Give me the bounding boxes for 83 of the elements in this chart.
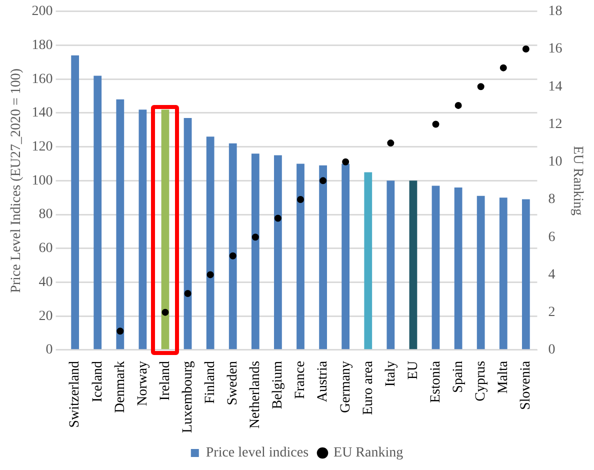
y2-axis-title: EU Ranking [570, 146, 585, 216]
y-tick-label: 60 [38, 241, 53, 256]
bar [251, 154, 260, 350]
x-tick-label: France [293, 360, 308, 400]
bar [432, 186, 440, 350]
bar [206, 136, 214, 350]
x-tick-label: Sweden [226, 360, 241, 406]
y2-tick-label: 14 [548, 79, 562, 94]
point [522, 46, 530, 53]
bar [71, 55, 80, 350]
bar [296, 164, 304, 350]
x-tick-label: Germany [338, 360, 354, 414]
y-tick-label: 120 [32, 139, 53, 154]
bar [454, 187, 462, 350]
x-tick-label: Slovenia [518, 360, 534, 410]
bar [522, 199, 530, 350]
legend-label: EU Ranking [334, 446, 404, 461]
point [252, 234, 259, 241]
point [162, 308, 169, 316]
bar [476, 196, 485, 350]
x-tick-label: Italy [383, 360, 398, 387]
y-tick-label: 80 [38, 207, 53, 222]
y2-tick-label: 8 [548, 192, 556, 208]
y2-tick-label: 6 [548, 230, 556, 245]
y-tick-label: 200 [32, 4, 53, 20]
bar [228, 143, 237, 350]
point [454, 102, 462, 109]
point [342, 158, 350, 166]
y-tick-label: 160 [32, 72, 53, 87]
bar [319, 165, 327, 350]
bar [342, 164, 350, 350]
x-tick-label: Finland [203, 360, 218, 404]
x-tick-label: Switzerland [68, 360, 83, 428]
y2-tick-label: 18 [548, 4, 562, 20]
x-tick-label: Iceland [90, 360, 106, 402]
y2-tick-label: 4 [548, 267, 556, 282]
bar [161, 110, 170, 350]
x-tick-label: Malta [496, 360, 512, 394]
y2-tick-label: 12 [548, 116, 562, 132]
x-tick-label: Spain [450, 360, 466, 393]
x-tick-label: Ireland [158, 360, 173, 401]
point [206, 271, 214, 278]
legend-label: Price level indices [206, 446, 309, 461]
x-tick-label: Euro area [360, 360, 376, 415]
point [477, 83, 484, 90]
x-tick-label: Luxembourg [180, 360, 196, 434]
bar [364, 172, 372, 350]
x-tick-label: Denmark [112, 360, 128, 414]
point [274, 214, 282, 222]
y2-tick-label: 10 [548, 154, 562, 170]
point [297, 196, 304, 203]
bar [386, 180, 395, 350]
x-tick-label: Estonia [428, 360, 444, 403]
x-tick-label: Cyprus [474, 360, 489, 402]
x-tick-label: Netherlands [248, 360, 264, 429]
y-tick-label: 140 [32, 106, 53, 121]
point [500, 64, 507, 72]
point [320, 177, 327, 184]
bar [184, 118, 192, 350]
y2-tick-label: 0 [548, 342, 556, 358]
y-tick-label: 40 [38, 274, 53, 290]
bar [116, 99, 124, 350]
point [387, 140, 394, 147]
y2-tick-label: 2 [548, 304, 556, 320]
point [229, 252, 236, 260]
y-axis-title: Price Level Indices (EU27_2020 = 100) [9, 68, 24, 293]
x-tick-label: Austria [316, 360, 331, 402]
point [116, 328, 124, 335]
x-tick-label: EU [406, 360, 421, 380]
y-tick-label: 20 [38, 308, 53, 324]
y2-tick-label: 16 [548, 42, 562, 57]
x-tick-label: Belgium [270, 360, 286, 410]
bar [94, 76, 102, 350]
bar [499, 198, 508, 350]
point [432, 120, 440, 128]
y-tick-label: 100 [32, 173, 53, 188]
bar [138, 110, 147, 350]
y-tick-label: 0 [46, 342, 53, 358]
bar [274, 155, 282, 350]
bar [409, 180, 418, 350]
x-tick-label: Norway [135, 360, 150, 406]
point [184, 290, 192, 298]
y-tick-label: 180 [32, 38, 53, 53]
